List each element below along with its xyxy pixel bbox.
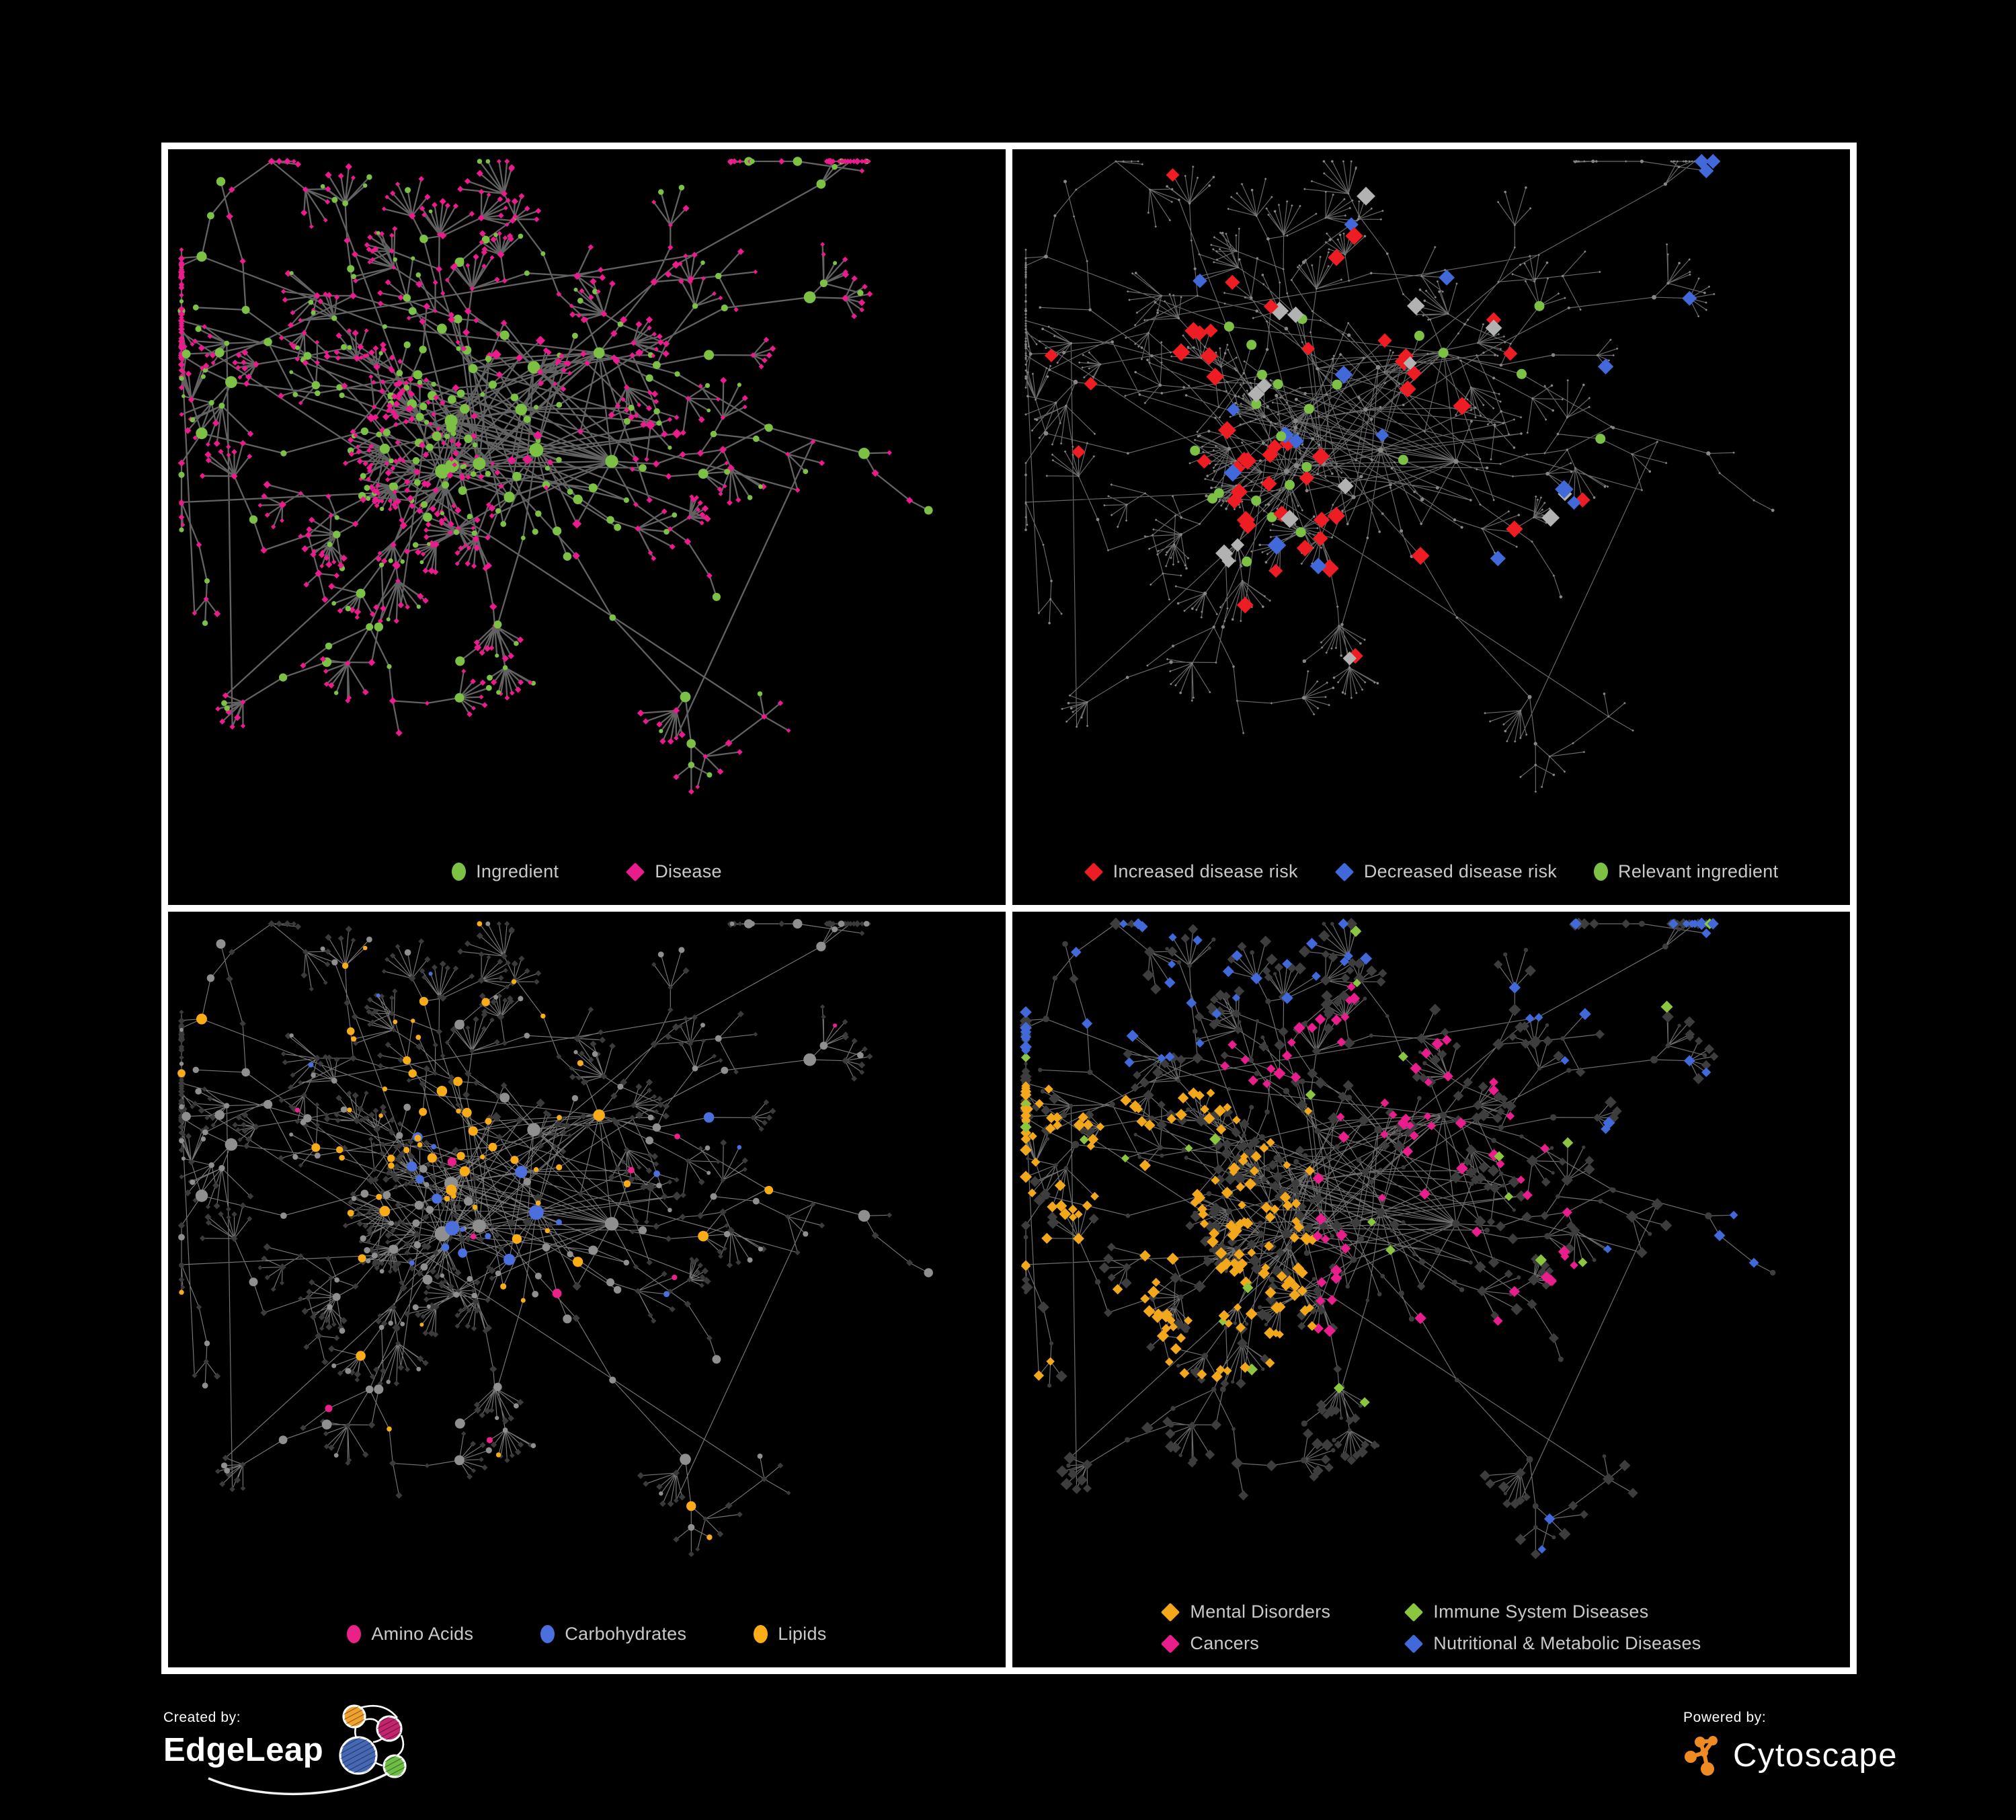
legend-item-disease: Disease xyxy=(626,861,722,882)
legend-label: Relevant ingredient xyxy=(1618,861,1779,881)
legend-swatch-circle xyxy=(1594,863,1609,881)
cytoscape-credit: Powered by: Cytoscape xyxy=(1683,1710,1898,1778)
legend-ingredient-disease: Ingredient Disease xyxy=(168,861,1006,882)
legend-swatch-circle xyxy=(540,1625,555,1643)
legend-item-mental-disorders: Mental Disorders xyxy=(1161,1601,1330,1622)
legend-label: Immune System Diseases xyxy=(1433,1601,1649,1622)
legend-label: Decreased disease risk xyxy=(1363,861,1558,881)
edgeleap-credit-text: Created by: EdgeLeap xyxy=(163,1710,323,1769)
network-graph-disease-classes xyxy=(1019,917,1776,1559)
cytoscape-wordmark: Cytoscape xyxy=(1733,1737,1898,1774)
cytoscape-credit-row: Cytoscape xyxy=(1683,1733,1898,1778)
edgeleap-wordmark: EdgeLeap xyxy=(163,1732,324,1768)
legend-swatch-circle xyxy=(347,1625,362,1643)
legend-item-carbohydrates: Carbohydrates xyxy=(540,1624,686,1645)
network-graph-ingredient-disease xyxy=(177,157,933,795)
panel-nutrient-classes: Amino Acids Carbohydrates Lipids xyxy=(168,912,1006,1667)
cytoscape-logo-icon xyxy=(1685,1736,1718,1776)
legend-item-cancers: Cancers xyxy=(1161,1633,1330,1654)
legend-label: Carbohydrates xyxy=(565,1624,687,1644)
panel-disease-risk: Increased disease risk Decreased disease … xyxy=(1012,149,1850,905)
network-graph-disease-risk xyxy=(1024,154,1775,793)
powered-by-label: Powered by: xyxy=(1683,1710,1767,1725)
legend-disease-classes: Mental Disorders Immune System Diseases Ca… xyxy=(1012,1601,1850,1654)
legend-nutrient-classes: Amino Acids Carbohydrates Lipids xyxy=(168,1624,1006,1645)
edgeleap-logo-icon xyxy=(208,1704,407,1795)
legend-swatch-diamond xyxy=(1084,862,1103,881)
legend-swatch-diamond xyxy=(1334,862,1354,881)
legend-item-immune-system-diseases: Immune System Diseases xyxy=(1404,1601,1701,1622)
legend-label: Disease xyxy=(655,861,722,881)
legend-swatch-diamond xyxy=(1404,1602,1424,1622)
legend-label: Nutritional & Metabolic Diseases xyxy=(1433,1633,1701,1653)
legend-swatch-diamond xyxy=(626,862,645,881)
legend-swatch-diamond xyxy=(1404,1634,1424,1653)
legend-disease-risk: Increased disease risk Decreased disease … xyxy=(1012,861,1850,882)
legend-swatch-circle xyxy=(754,1625,768,1643)
legend-swatch-diamond xyxy=(1161,1602,1180,1622)
legend-label: Mental Disorders xyxy=(1190,1601,1331,1622)
legend-item-ingredient: Ingredient xyxy=(452,861,559,882)
legend-label: Amino Acids xyxy=(371,1624,474,1644)
legend-item-increased-disease-risk: Increased disease risk xyxy=(1084,861,1298,882)
legend-label: Increased disease risk xyxy=(1113,861,1298,881)
legend-item-relevant-ingredient: Relevant ingredient xyxy=(1594,861,1778,882)
created-by-label: Created by: xyxy=(163,1710,241,1725)
legend-swatch-diamond xyxy=(1161,1634,1180,1653)
legend-item-nutritional-metabolic-diseases: Nutritional & Metabolic Diseases xyxy=(1404,1633,1701,1654)
panel-disease-classes: Mental Disorders Immune System Diseases Ca… xyxy=(1012,912,1850,1667)
panel-grid: Ingredient Disease Increased disease risk… xyxy=(161,143,1857,1674)
panel-ingredient-disease: Ingredient Disease xyxy=(168,149,1006,905)
legend-label: Cancers xyxy=(1190,1633,1260,1653)
legend-label: Ingredient xyxy=(476,861,559,881)
legend-item-amino-acids: Amino Acids xyxy=(347,1624,473,1645)
legend-item-lipids: Lipids xyxy=(754,1624,826,1645)
legend-swatch-circle xyxy=(452,863,467,881)
network-graph-nutrient-classes xyxy=(177,918,933,1557)
edgeleap-credit: Created by: EdgeLeap xyxy=(163,1704,437,1795)
legend-item-decreased-disease-risk: Decreased disease risk xyxy=(1334,861,1558,882)
legend-label: Lipids xyxy=(778,1624,827,1644)
